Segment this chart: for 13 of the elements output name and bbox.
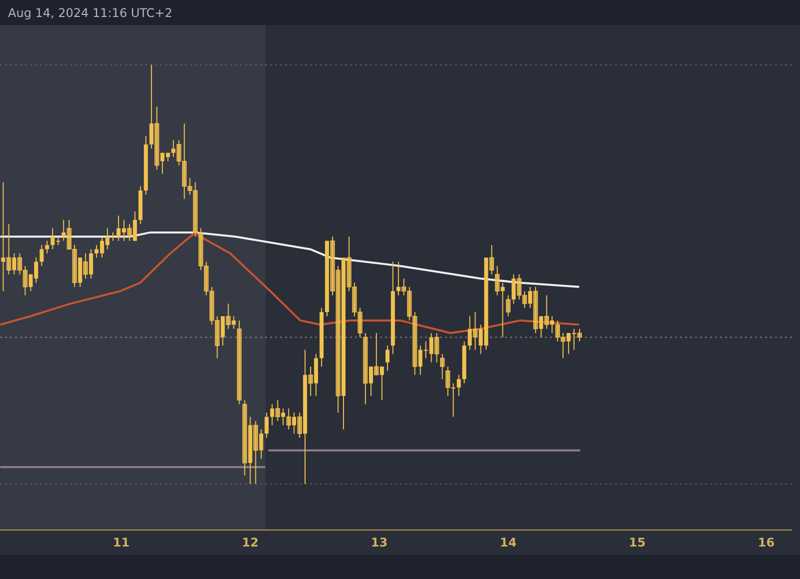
candlestick [45,240,50,254]
x-tick-label: 11 [112,536,130,550]
candlestick [264,412,269,438]
x-tick-label: 16 [758,536,775,550]
text: Aug 14, 2024 11:16 UTC+2 [8,6,172,20]
candlestick [40,244,44,266]
x-tick-label: 14 [500,536,517,550]
x-tick-label: 12 [242,536,259,550]
candlestick [440,353,445,380]
candlestick [385,345,390,372]
x-tick-label: 15 [628,536,646,550]
candlestick [456,374,461,396]
x-tick-label: 13 [370,536,388,550]
